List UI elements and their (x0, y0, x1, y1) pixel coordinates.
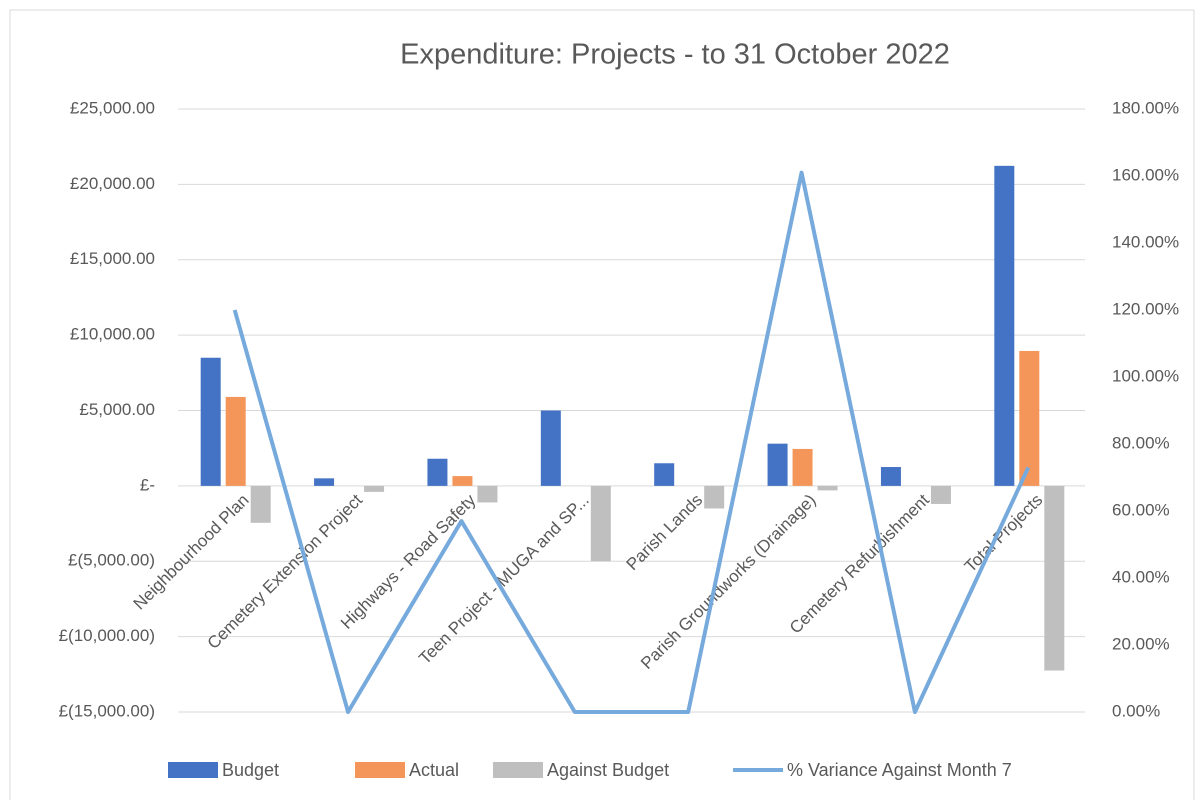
bar (590, 485, 611, 562)
y2-tick-label: 40.00% (1112, 567, 1170, 586)
bar (930, 485, 951, 504)
bar (225, 396, 246, 486)
legend-swatch (493, 762, 543, 778)
y-tick-label: £10,000.00 (70, 325, 155, 344)
bar (200, 357, 221, 486)
legend-label: Against Budget (547, 760, 669, 780)
y2-tick-label: 180.00% (1112, 98, 1179, 117)
bar (364, 485, 385, 492)
bar (452, 476, 473, 486)
y2-tick-label: 20.00% (1112, 634, 1170, 653)
bar (250, 485, 271, 523)
bar (1019, 350, 1040, 486)
bar (540, 410, 561, 486)
chart-title: Expenditure: Projects - to 31 October 20… (400, 39, 950, 71)
y2-tick-label: 60.00% (1112, 500, 1170, 519)
y2-tick-label: 100.00% (1112, 366, 1179, 385)
legend-label: Budget (222, 760, 279, 780)
y-tick-label: £20,000.00 (70, 174, 155, 193)
y-tick-label: £- (140, 475, 155, 494)
y-tick-label: £(15,000.00) (59, 701, 155, 720)
y2-tick-label: 160.00% (1112, 165, 1179, 184)
line-series (232, 170, 1031, 714)
bar (654, 463, 675, 486)
y-tick-label: £15,000.00 (70, 249, 155, 268)
y2-tick-label: 0.00% (1112, 701, 1160, 720)
bar (704, 485, 725, 509)
legend-swatch (355, 762, 405, 778)
y2-tick-label: 80.00% (1112, 433, 1170, 452)
bar (880, 467, 901, 486)
y2-tick-label: 120.00% (1112, 299, 1179, 318)
bar (1044, 485, 1065, 671)
chart-border (9, 9, 1195, 800)
bar (767, 443, 788, 486)
y-tick-label: £(10,000.00) (59, 626, 155, 645)
bar (817, 485, 838, 491)
bar (792, 448, 813, 486)
bar (314, 478, 335, 486)
legend-swatch (168, 762, 218, 778)
y-tick-label: £(5,000.00) (68, 551, 155, 570)
bar (477, 485, 498, 503)
legend-label: % Variance Against Month 7 (787, 760, 1012, 780)
bar (994, 165, 1015, 486)
bar (427, 458, 448, 486)
legend-label: Actual (409, 760, 459, 780)
y-tick-label: £25,000.00 (70, 98, 155, 117)
y2-tick-label: 140.00% (1112, 232, 1179, 251)
y-tick-label: £5,000.00 (79, 400, 155, 419)
